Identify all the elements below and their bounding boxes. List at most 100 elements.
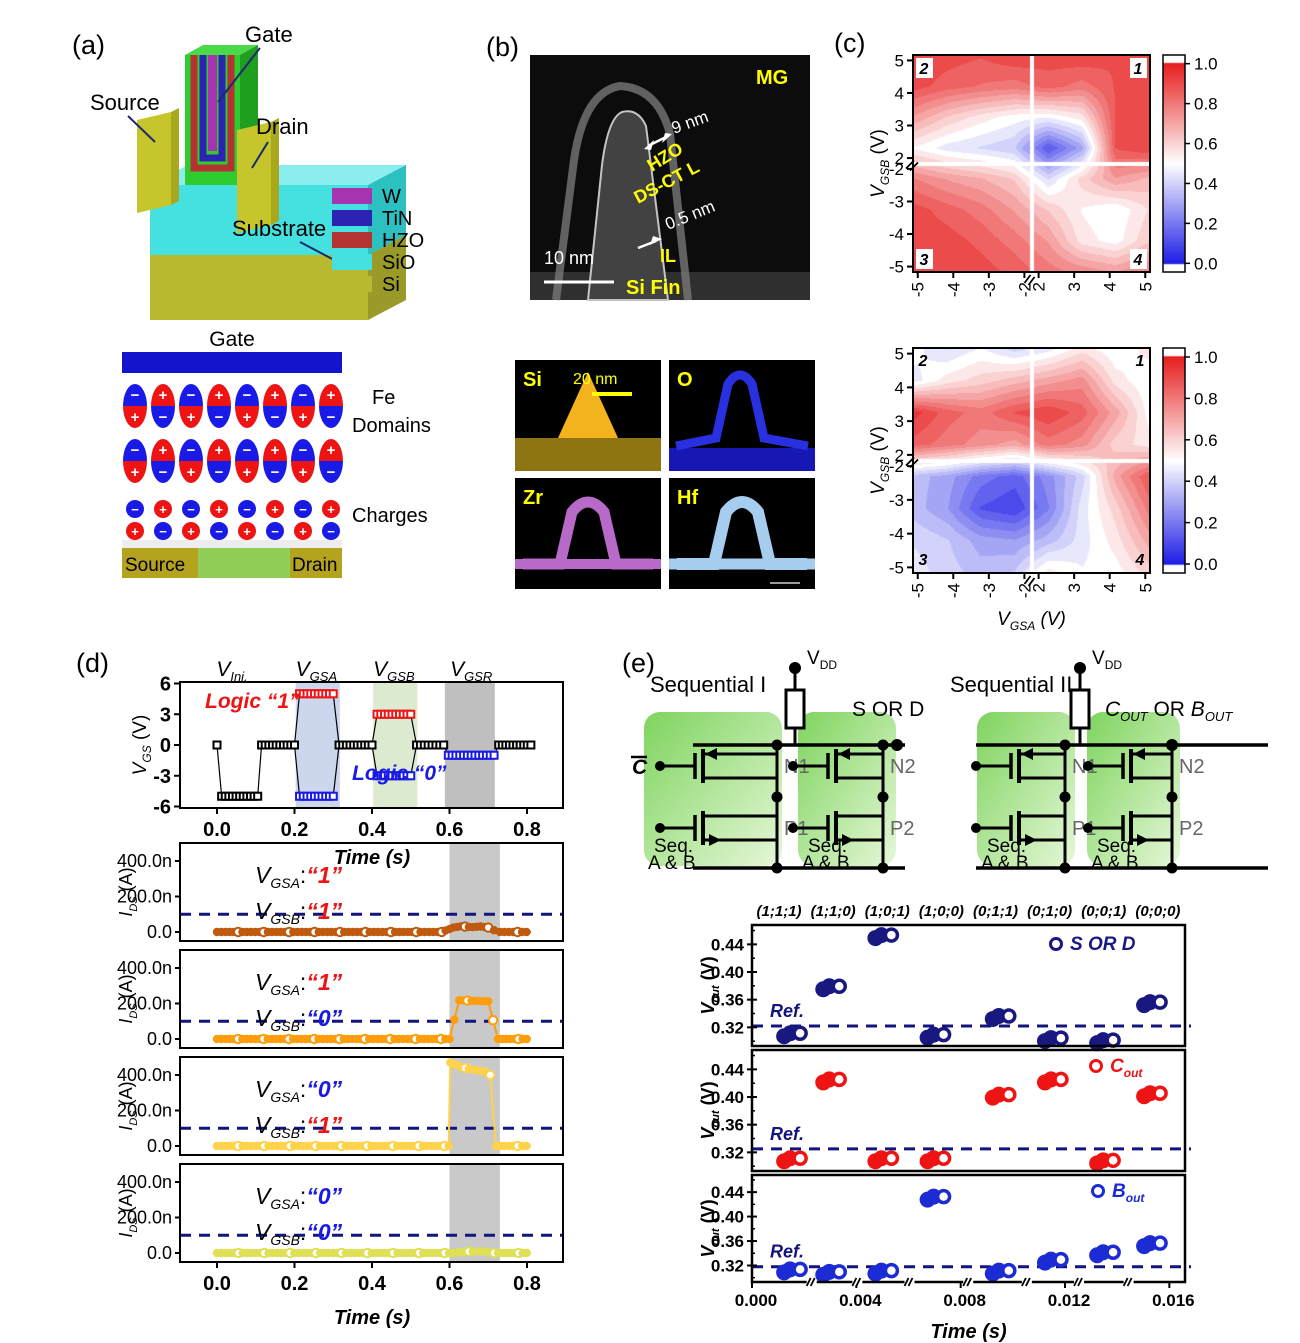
- pulse-marker: [526, 740, 536, 750]
- ids-ytick: 0.0: [147, 1243, 172, 1263]
- output-point-open: [1053, 1071, 1069, 1088]
- colorbar-tick: 0.0: [1194, 254, 1218, 273]
- ytick-label: 4: [895, 378, 904, 397]
- heatmap-ylabel: VGSB (V): [868, 129, 892, 198]
- charge-dot: [182, 522, 200, 540]
- tem-mg-label: MG: [756, 67, 788, 89]
- legend-label-TiN: TiN: [382, 208, 412, 230]
- xtick-label: -2: [1015, 583, 1034, 598]
- charge-sign: +: [243, 524, 251, 539]
- ids-marker: [444, 1141, 453, 1151]
- ids-ytick: 400.0n: [117, 1065, 172, 1085]
- colorbar-tick: 0.4: [1194, 174, 1218, 193]
- vgs-ytick: -6: [153, 797, 171, 819]
- ref-label: Ref.: [770, 1124, 804, 1144]
- fe-domain-bottom: [235, 406, 259, 428]
- tem-sifin-label: Si Fin: [626, 277, 680, 299]
- junction-dot: [1059, 739, 1071, 751]
- ids-marker: [522, 1248, 531, 1258]
- si-base-front: [150, 255, 368, 320]
- ids-ytick: 400.0n: [117, 1172, 172, 1192]
- time-xtick: 0.004: [839, 1291, 882, 1310]
- fe-domain-bottom: [291, 461, 315, 483]
- ids-marker: [522, 1141, 531, 1151]
- input-state-label: (1;0;1): [865, 903, 910, 920]
- colorbar-tick: 1.0: [1194, 55, 1218, 74]
- charge-sign: +: [215, 502, 223, 517]
- charge-sign: +: [131, 409, 140, 426]
- charge-sign: +: [159, 442, 168, 459]
- fe-domain-top: [291, 439, 315, 461]
- heatmap-ylabel: VGSB (V): [868, 426, 892, 495]
- vgsa-state-label: VGSA:“0”: [255, 1076, 343, 1105]
- legend-swatch-HZO: [332, 232, 372, 248]
- ids-marker: [487, 1014, 499, 1026]
- legend-label: Bout: [1112, 1181, 1145, 1205]
- panel-b-label: (b): [486, 32, 519, 62]
- output-point-open: [1152, 994, 1168, 1010]
- legend-swatch-W: [332, 188, 372, 204]
- colorbar-tick: 0.8: [1194, 389, 1218, 408]
- xtick-label: 4: [1101, 282, 1120, 291]
- output-point-open: [792, 1025, 808, 1041]
- output-point-open: [1152, 1085, 1168, 1102]
- legend-marker: [1089, 1059, 1103, 1073]
- junction-dot: [771, 791, 783, 803]
- pulse-marker: [489, 750, 499, 760]
- colorbar-tick: 0.2: [1194, 214, 1218, 233]
- panel-d-label: (d): [76, 648, 109, 678]
- load-resistor: [784, 688, 806, 730]
- legend-label-Si: Si: [382, 274, 400, 296]
- vgs-ytick: 0: [160, 735, 171, 757]
- time-xlabel: Time (s): [930, 1321, 1007, 1343]
- legend-swatch-SiO: [332, 254, 372, 270]
- vgs-ytick: 6: [160, 674, 171, 696]
- charge-sign: −: [243, 387, 252, 404]
- charge-sign: +: [159, 387, 168, 404]
- schematic-gate-bar: [122, 352, 342, 373]
- junction-dot: [1166, 862, 1178, 874]
- fe-domain-bottom: [319, 406, 343, 428]
- ids-ytick: 0.0: [147, 1029, 172, 1049]
- colorbar-tick: 0.4: [1194, 472, 1218, 491]
- charge-sign: −: [159, 409, 168, 426]
- panel-e-output-scatters: (1;1;1) (1;1;0) (1;0;1) (1;0;0) (0;1;1) (0;1;…: [698, 903, 1195, 1343]
- time-xtick: 0.000: [735, 1291, 778, 1310]
- charge-sign: −: [327, 464, 336, 481]
- drain-slab-side: [271, 118, 279, 225]
- fe-label-line2: Domains: [352, 415, 431, 437]
- panel-a-label: (a): [72, 30, 105, 60]
- charge-sign: +: [327, 442, 336, 459]
- phase-header: VGSA: [296, 658, 337, 684]
- charge-dot: [322, 522, 340, 540]
- ytick-label: -2: [889, 457, 904, 476]
- charge-sign: −: [187, 442, 196, 459]
- ids-xlabel: Time (s): [334, 1307, 411, 1329]
- vgsb-state-label: VGSB:“0”: [255, 1005, 343, 1034]
- xtick-label: 2: [1030, 282, 1049, 291]
- output-point-open: [831, 1264, 848, 1280]
- vout-ylabel: Vout (V): [698, 1081, 722, 1139]
- panel-b-tem-eds: MG 9 nm HZO DS-CT L 0.5 nm IL 10 nm Si F…: [515, 55, 815, 589]
- tem-substrate: [530, 272, 810, 300]
- vout-ytick: 0.44: [711, 1060, 745, 1079]
- legend-swatch-Si: [332, 276, 372, 292]
- quadrant-label: 2: [919, 61, 929, 78]
- panel-d-pulse-and-current: VIni. VGSA VGSB VGSR 6 3 0 -3 -6 0.0 0.2 0.4 0.6 0.8 V…: [116, 658, 564, 1329]
- output-point-open: [935, 1150, 952, 1166]
- colorbar-tick: 0.2: [1194, 514, 1218, 533]
- charge-dot: [126, 522, 144, 540]
- fin-top: [185, 45, 258, 55]
- vdd-node: [1074, 662, 1086, 674]
- read-window: [449, 1164, 500, 1262]
- vgsa-state-label: VGSA:“0”: [255, 1183, 343, 1212]
- time-xtick: 0.012: [1048, 1291, 1091, 1310]
- nmos-arrow: [1021, 748, 1033, 760]
- output-node: [1166, 739, 1178, 751]
- ytick-label: 2: [895, 149, 904, 168]
- pmos-arrow: [1025, 834, 1037, 846]
- time-xtick: 0.016: [1152, 1291, 1195, 1310]
- legend-label: Cout: [1110, 1056, 1143, 1080]
- charge-sign: +: [271, 442, 280, 459]
